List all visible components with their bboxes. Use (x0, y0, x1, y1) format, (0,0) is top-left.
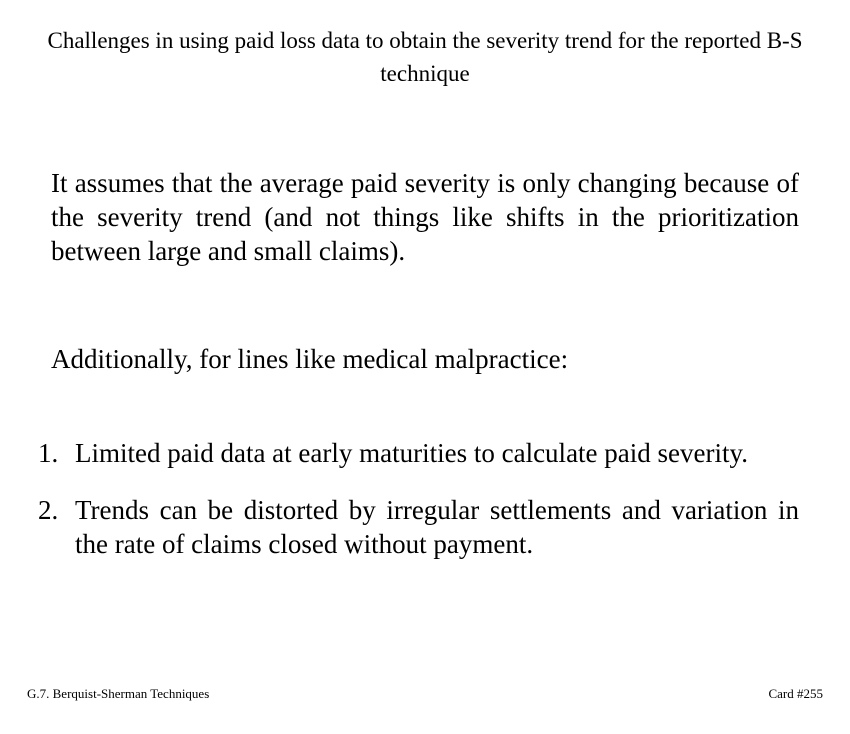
list-item-number: 1. (38, 438, 59, 468)
challenges-list: 1. Limited paid data at early maturities… (38, 436, 799, 584)
card-title: Challenges in using paid loss data to ob… (47, 28, 803, 86)
footer-card-number: Card #255 (768, 686, 823, 701)
list-item: 1. Limited paid data at early maturities… (38, 436, 799, 470)
list-item: 2. Trends can be distorted by irregular … (38, 493, 799, 561)
list-item-text: Limited paid data at early maturities to… (75, 438, 748, 468)
paragraph-assumption: It assumes that the average paid severit… (51, 168, 799, 266)
list-item-text: Trends can be distorted by irregular set… (75, 495, 799, 559)
list-item-number: 2. (38, 495, 59, 525)
paragraph-additionally: Additionally, for lines like medical mal… (51, 344, 569, 374)
footer-topic: G.7. Berquist-Sherman Techniques (27, 686, 210, 701)
